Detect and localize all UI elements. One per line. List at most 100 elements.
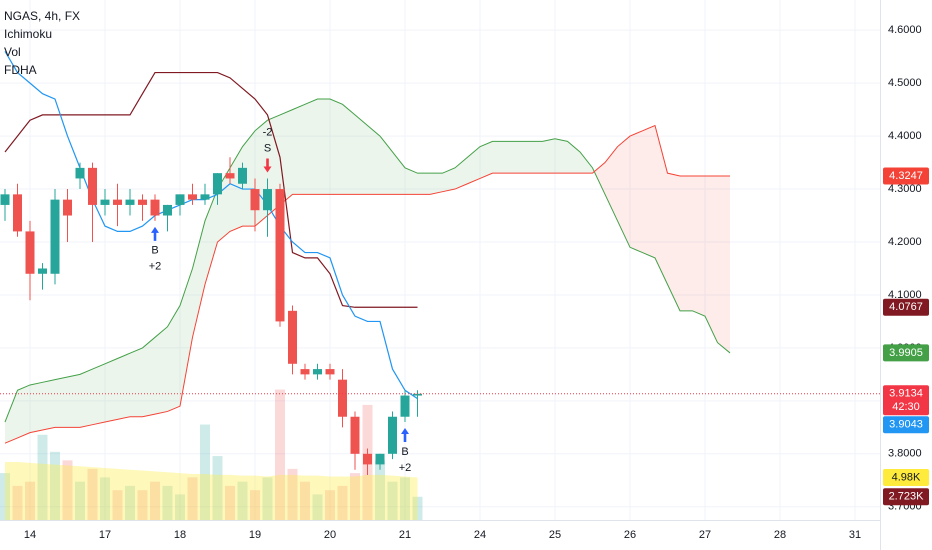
cloud-fill	[580, 151, 593, 174]
cloud-fill	[517, 141, 530, 174]
y-tick-label: 4.5000	[888, 77, 922, 89]
cloud-fill	[617, 136, 630, 248]
cloud-fill	[717, 175, 730, 353]
price-label-box	[883, 488, 929, 506]
volume-bar	[400, 477, 410, 520]
x-tick-label: 26	[624, 529, 636, 541]
volume-bar	[162, 485, 173, 520]
volume-bar	[75, 481, 85, 520]
volume-bar	[175, 494, 185, 520]
signal-arrow	[263, 158, 272, 173]
price-label: 4.0767	[889, 301, 923, 313]
price-label-box	[883, 416, 929, 434]
volume-bar	[287, 468, 298, 520]
y-tick-label: 4.2000	[888, 236, 922, 248]
cloud-fill	[305, 99, 318, 195]
volume-bar	[200, 424, 210, 520]
cloud-fill	[630, 130, 643, 253]
candle-body	[125, 199, 135, 205]
cloud-fill	[30, 382, 43, 433]
candle-body	[63, 199, 72, 216]
volume-bar	[12, 485, 23, 520]
cloud-fill	[80, 369, 93, 428]
candle-body	[200, 194, 210, 200]
candle-body	[225, 173, 235, 179]
signal-arrow	[151, 226, 159, 241]
legend-indicator: Ichimoku	[4, 27, 52, 41]
cloud-fill	[330, 99, 343, 195]
volume-bar	[0, 473, 10, 520]
candle-body	[38, 268, 47, 274]
candle-body	[275, 189, 285, 322]
cloud-fill	[317, 99, 330, 195]
x-tick-label: 27	[699, 529, 711, 541]
price-label-box	[883, 344, 929, 362]
volume-bar	[412, 496, 423, 520]
candle-body	[338, 379, 347, 417]
signal-label: S	[264, 142, 271, 154]
volume-bar	[375, 460, 385, 520]
candle-body	[25, 231, 35, 274]
cloud-fill	[642, 125, 655, 258]
candle-body	[113, 199, 122, 205]
cloud-fill	[380, 136, 393, 195]
volume-bar	[275, 389, 285, 520]
price-label-box	[883, 385, 929, 416]
cloud-fill	[392, 151, 405, 195]
cloud-fill	[155, 326, 168, 415]
cloud-fill	[130, 347, 143, 417]
cloud-fill	[442, 167, 455, 192]
cloud-fill	[480, 141, 493, 179]
x-tick-label: 14	[24, 529, 36, 541]
candle-body	[88, 167, 97, 205]
volume-bar	[262, 477, 273, 520]
candle-body	[313, 369, 322, 375]
x-tick-label: 31	[849, 529, 861, 541]
volume-bar	[300, 481, 310, 520]
cloud-fill	[192, 220, 205, 338]
candle-body	[75, 167, 85, 179]
x-tick-label: 21	[399, 529, 411, 541]
y-tick-label: 3.8000	[888, 448, 922, 460]
volume-bar	[250, 490, 260, 520]
cloud-fill	[342, 104, 355, 195]
volume-bar	[25, 481, 35, 520]
price-label-box	[883, 469, 929, 487]
signal-arrow	[401, 428, 409, 443]
cloud-fill	[105, 358, 118, 423]
volume-bar	[62, 460, 73, 520]
cloud-fill	[142, 337, 155, 417]
candle-body	[363, 453, 372, 465]
cloud-fill	[355, 114, 368, 195]
signal-label: B	[401, 446, 408, 458]
volume-bar	[337, 485, 348, 520]
cloud-fill	[530, 141, 543, 174]
price-label: 4.98K	[892, 471, 921, 483]
volume-bar	[237, 481, 248, 520]
cloud-fill	[542, 138, 555, 174]
price-label: 3.9134	[889, 388, 923, 400]
candle-body	[263, 189, 272, 211]
candle-body	[100, 199, 110, 205]
candle-body	[163, 204, 172, 216]
cloud-fill	[292, 104, 305, 195]
cloud-fill	[117, 353, 130, 420]
cloud-fill	[705, 175, 718, 343]
signal-label: B	[151, 245, 158, 257]
price-label: 2.723K	[889, 491, 925, 503]
candle-body	[188, 194, 197, 200]
candle-body	[13, 194, 22, 232]
cloud-fill	[605, 146, 618, 221]
cloud-fill	[692, 175, 705, 317]
signal-size: +2	[149, 261, 162, 273]
candle-body	[0, 194, 10, 205]
signal-size: -2	[263, 126, 273, 138]
cloud-fill	[67, 374, 80, 428]
price-label-box	[883, 167, 929, 185]
cloud-fill	[367, 125, 380, 195]
cloud-fill	[430, 173, 443, 195]
y-tick-label: 4.1000	[888, 289, 922, 301]
cloud-fill	[42, 379, 55, 430]
